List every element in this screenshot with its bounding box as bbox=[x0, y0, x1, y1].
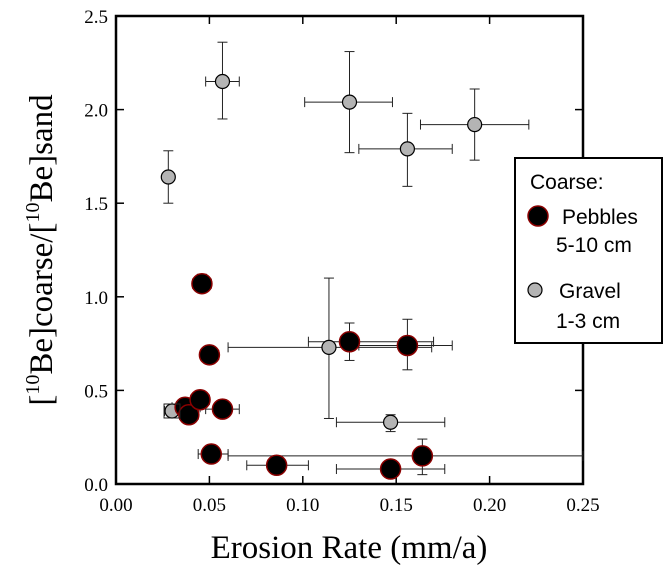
pebbles-point bbox=[396, 334, 419, 357]
gravel-point bbox=[160, 169, 176, 185]
pebbles-point bbox=[338, 330, 361, 353]
y-axis-title: [10Be]coarse/[10Be]sand bbox=[22, 94, 60, 406]
y-tick-label: 0.5 bbox=[84, 381, 108, 402]
legend-label-gravel: Gravel bbox=[559, 280, 621, 303]
gravel-point bbox=[399, 141, 416, 157]
gravel-point bbox=[382, 414, 399, 430]
y-tick-label: 2.0 bbox=[84, 101, 108, 122]
pebbles-point bbox=[198, 344, 221, 366]
legend-title: Coarse: bbox=[530, 171, 604, 194]
pebbles-point bbox=[191, 272, 213, 295]
y-axis-title-superscript: 10 bbox=[22, 203, 44, 223]
y-axis-title-part: [ bbox=[24, 395, 60, 406]
gravel-point-box bbox=[163, 403, 181, 419]
pebbles-point bbox=[265, 454, 288, 477]
legend-sublabel-pebbles: 5-10 cm bbox=[556, 234, 632, 257]
y-tick-label: 0.0 bbox=[84, 475, 108, 496]
data-points bbox=[160, 73, 483, 480]
y-tick-label: 1.0 bbox=[84, 288, 108, 309]
legend: Coarse: Pebbles 5-10 cm Gravel 1-3 cm bbox=[514, 157, 663, 344]
x-tick-label: 0.00 bbox=[99, 495, 132, 516]
legend-sublabel-gravel: 1-3 cm bbox=[556, 310, 620, 333]
y-tick-label: 1.5 bbox=[84, 194, 108, 215]
legend-marker-gravel bbox=[527, 282, 543, 298]
x-tick-label: 0.05 bbox=[193, 495, 226, 516]
gravel-point bbox=[341, 94, 358, 110]
gravel-point bbox=[467, 116, 483, 133]
pebbles-point bbox=[178, 403, 200, 426]
legend-box bbox=[514, 157, 663, 344]
gravel-point bbox=[214, 73, 231, 90]
x-tick-label: 0.15 bbox=[380, 495, 413, 516]
y-axis-title-part: Be]coarse/[ bbox=[24, 223, 60, 375]
pebbles-point bbox=[200, 443, 223, 465]
x-tick-label: 0.25 bbox=[566, 495, 599, 516]
gravel-point bbox=[321, 339, 337, 355]
pebbles-point bbox=[189, 389, 211, 411]
y-axis-title-part: Be]sand bbox=[24, 94, 60, 203]
x-tick-label: 0.10 bbox=[286, 495, 319, 516]
x-tick-label: 0.20 bbox=[473, 495, 506, 516]
y-tick-label: 2.5 bbox=[84, 7, 108, 28]
legend-label-pebbles: Pebbles bbox=[562, 206, 638, 229]
axis-ticks: 0.00 0.05 0.10 0.15 0.20 0.25 0.0 0.5 1.0 1.5 2.0 2… bbox=[84, 7, 599, 516]
legend-marker-pebbles bbox=[527, 205, 549, 227]
y-axis-title-superscript: 10 bbox=[22, 375, 44, 395]
pebbles-point bbox=[379, 458, 402, 480]
pebbles-point bbox=[411, 445, 434, 467]
x-axis-title: Erosion Rate (mm/a) bbox=[211, 530, 488, 566]
pebbles-point bbox=[211, 398, 234, 420]
